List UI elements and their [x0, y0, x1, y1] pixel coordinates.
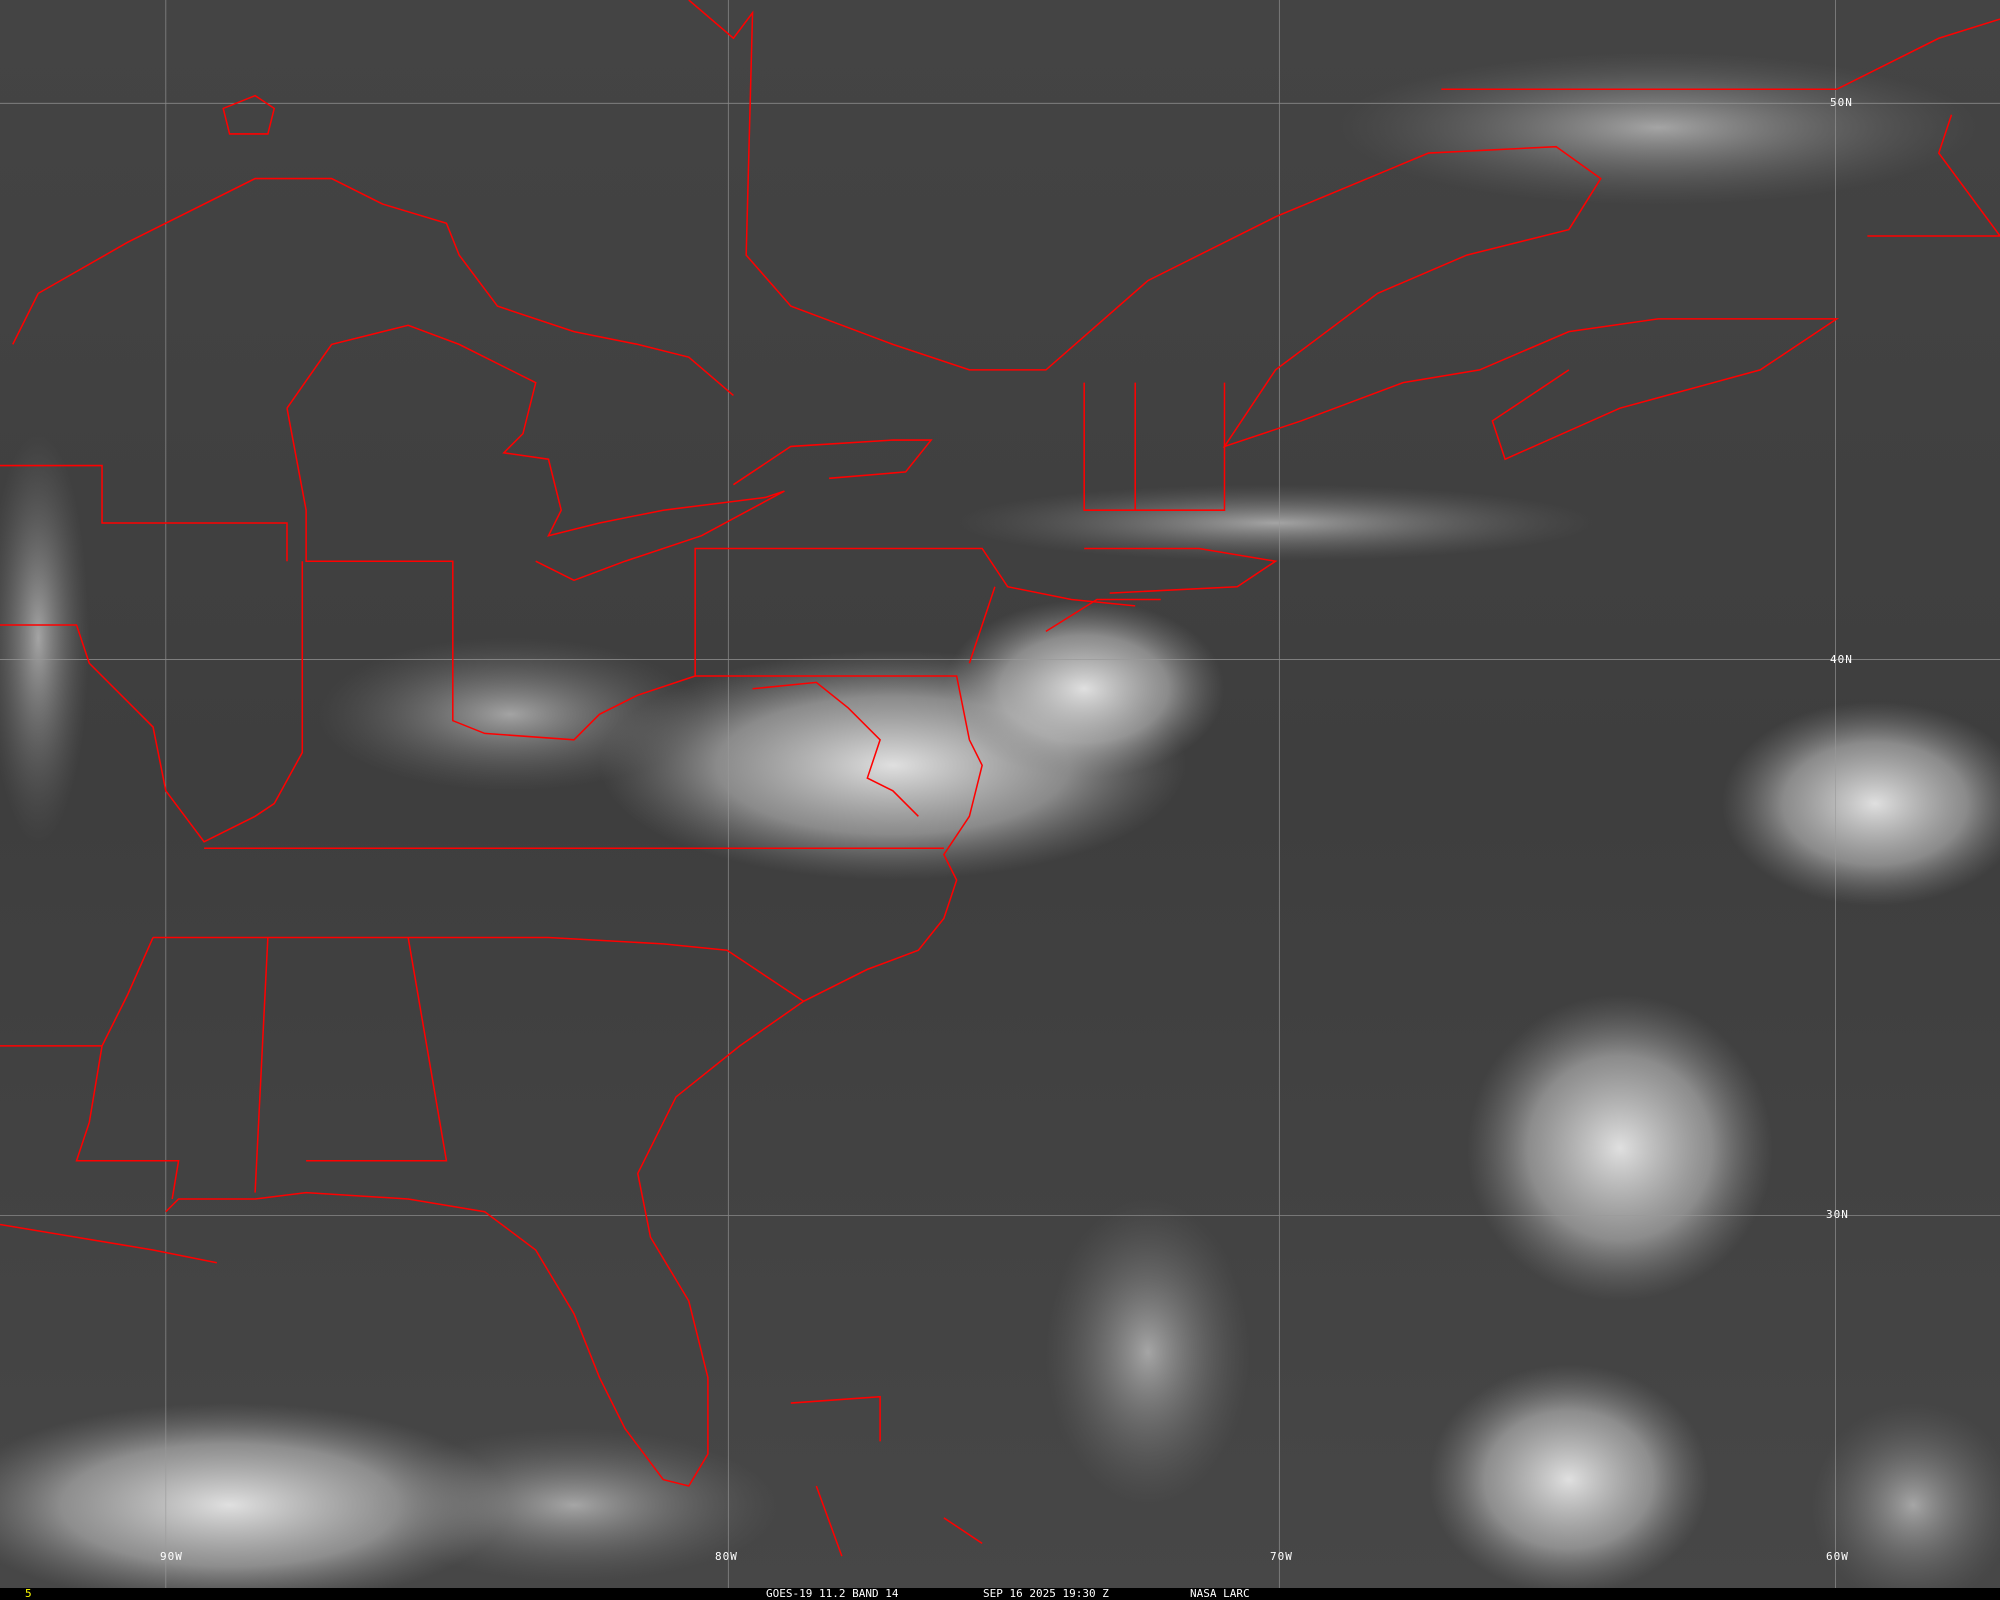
frame-number: 5 [25, 1587, 32, 1600]
lon-label-80w: 80W [715, 1550, 738, 1563]
lon-label-90w: 90W [160, 1550, 183, 1563]
lon-label-60w: 60W [1826, 1550, 1849, 1563]
satellite-band: GOES-19 11.2 BAND 14 [766, 1587, 899, 1600]
lat-label-30n: 30N [1826, 1208, 1849, 1221]
political-borders [0, 0, 2000, 1557]
image-datetime: SEP 16 2025 19:30 Z [983, 1587, 1109, 1600]
caption-bar: 5 GOES-19 11.2 BAND 14 SEP 16 2025 19:30… [0, 1588, 2000, 1600]
lon-label-70w: 70W [1270, 1550, 1293, 1563]
lat-label-50n: 50N [1830, 96, 1853, 109]
data-source: NASA LARC [1190, 1587, 1250, 1600]
lat-label-40n: 40N [1830, 653, 1853, 666]
